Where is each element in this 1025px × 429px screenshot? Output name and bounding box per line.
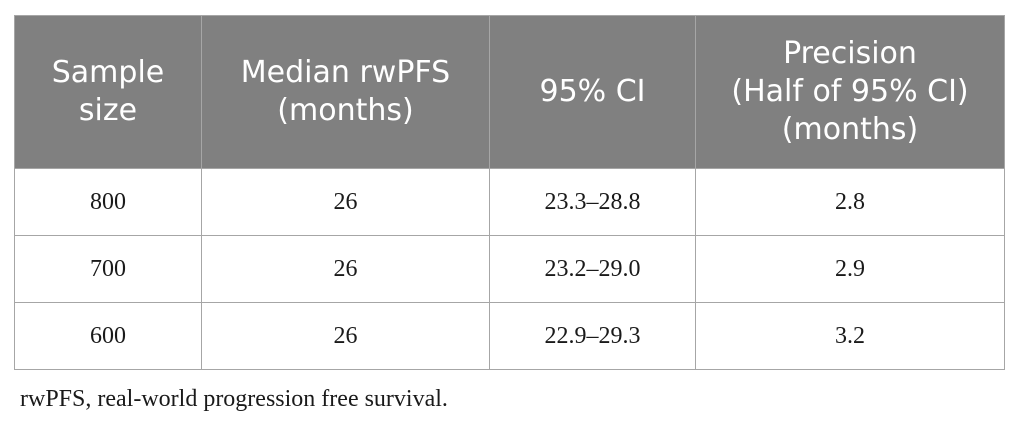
data-table-container: Sample size Median rwPFS (months) 95% CI… [14,15,1005,370]
header-line: (Half of 95% CI) [731,74,969,109]
table-header: Sample size Median rwPFS (months) 95% CI… [14,15,1005,169]
cell-sample-size: 600 [14,302,202,370]
table-row: 700 26 23.2–29.0 2.9 [14,235,1005,303]
header-line: 95% CI [539,74,646,109]
table-row: 800 26 23.3–28.8 2.8 [14,168,1005,236]
cell-median-rwpfs: 26 [201,302,490,370]
header-precision: Precision (Half of 95% CI) (months) [695,15,1005,169]
cell-95-ci: 23.2–29.0 [489,235,696,303]
header-line: (months) [277,93,414,128]
cell-sample-size: 800 [14,168,202,236]
header-median-rwpfs: Median rwPFS (months) [201,15,490,169]
cell-95-ci: 23.3–28.8 [489,168,696,236]
header-line: (months) [781,112,919,147]
cell-precision: 2.8 [695,168,1005,236]
header-row: Sample size Median rwPFS (months) 95% CI… [14,15,1005,169]
cell-median-rwpfs: 26 [201,168,490,236]
header-line: Precision [783,36,917,71]
table-footnote: rwPFS, real-world progression free survi… [20,386,448,412]
cell-median-rwpfs: 26 [201,235,490,303]
data-table: Sample size Median rwPFS (months) 95% CI… [14,15,1005,370]
cell-precision: 3.2 [695,302,1005,370]
cell-precision: 2.9 [695,235,1005,303]
header-line: size [78,93,138,128]
header-line: Sample [51,55,165,90]
header-sample-size: Sample size [14,15,202,169]
header-95-ci: 95% CI [489,15,696,169]
cell-95-ci: 22.9–29.3 [489,302,696,370]
table-body: 800 26 23.3–28.8 2.8 700 26 23.2–29.0 2.… [14,168,1005,370]
table-row: 600 26 22.9–29.3 3.2 [14,302,1005,370]
cell-sample-size: 700 [14,235,202,303]
header-line: Median rwPFS [240,55,451,90]
